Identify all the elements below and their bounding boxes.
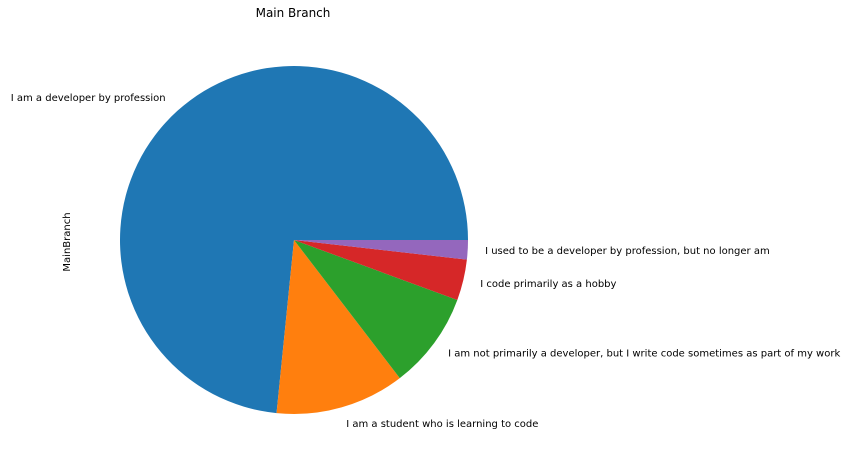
pie-label-i-code-primarily-as-a-hobby: I code primarily as a hobby	[480, 279, 616, 290]
pie-slices	[119, 66, 469, 414]
pie-slice-i-code-primarily-as-a-hobby	[294, 240, 467, 300]
pie-label-i-used-to-be-a-developer-by-profession-b: I used to be a developer by profession, …	[485, 246, 770, 257]
pie-label-i-am-a-student-who-is-learning-to-code: I am a student who is learning to code	[346, 419, 538, 430]
pie-slice-i-am-a-student-who-is-learning-to-code	[276, 240, 400, 414]
pie-label-i-am-not-primarily-a-developer-but-i-wri: I am not primarily a developer, but I wr…	[448, 348, 840, 359]
pie-slice-i-am-not-primarily-a-developer-but-i-wri	[294, 240, 458, 379]
y-axis-label: MainBranch	[62, 212, 73, 271]
pie-labels: I am a developer by profession I am a stu…	[11, 93, 841, 430]
pie-label-i-am-a-developer-by-profession: I am a developer by profession	[11, 93, 166, 104]
pie-slice-i-am-a-developer-by-profession	[119, 66, 469, 414]
chart-title: Main Branch	[256, 6, 331, 20]
pie-slice-i-used-to-be-a-developer-by-profession-b	[294, 240, 468, 260]
